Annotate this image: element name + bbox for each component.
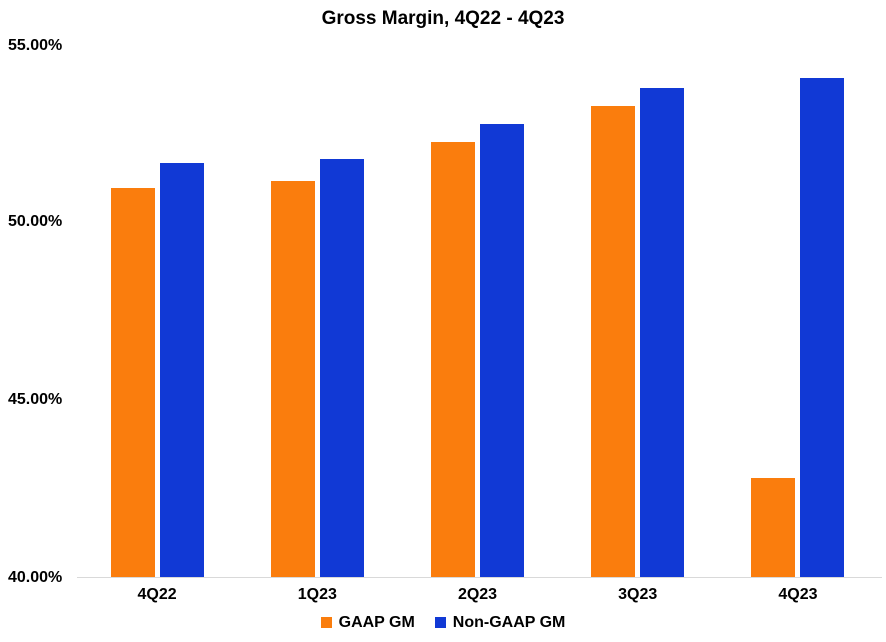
legend-label-gaap-gm: GAAP GM [338, 614, 415, 631]
y-axis-tick-55: 55.00% [8, 37, 63, 54]
bar-gaap-gm-1q23 [270, 180, 315, 577]
bar-gaap-gm-4q23 [751, 477, 796, 577]
x-axis-label-4q23: 4Q23 [778, 586, 818, 603]
bar-group-1q23 [237, 46, 397, 577]
bar-group-4q23 [718, 46, 878, 577]
bar-gaap-gm-3q23 [591, 106, 636, 577]
bar-non-gaap-gm-4q23 [800, 77, 845, 577]
bar-non-gaap-gm-4q22 [159, 162, 204, 577]
legend-item-non-gaap-gm: Non-GAAP GM [434, 613, 566, 632]
legend-item-gaap-gm: GAAP GM [320, 613, 415, 632]
bar-gaap-gm-4q22 [110, 187, 155, 577]
x-axis-label-2q23: 2Q23 [457, 586, 498, 603]
bar-group-2q23 [397, 46, 557, 577]
y-axis-tick-40: 40.00% [8, 569, 63, 586]
y-axis-tick-45: 45.00% [8, 391, 63, 408]
x-axis-label-1q23: 1Q23 [297, 586, 337, 603]
plot-area [77, 46, 878, 577]
x-axis-labels: 4Q22 1Q23 2Q23 3Q23 4Q23 [77, 585, 878, 604]
bar-group-3q23 [558, 46, 718, 577]
x-axis-line [77, 577, 882, 578]
x-axis-label-3q23: 3Q23 [618, 586, 658, 603]
legend-label-non-gaap-gm: Non-GAAP GM [452, 614, 566, 631]
non-gaap-gm-swatch-icon [434, 617, 446, 628]
bar-gaap-gm-2q23 [431, 141, 475, 577]
bar-non-gaap-gm-2q23 [480, 123, 524, 577]
chart-legend: GAAP GM Non-GAAP GM [0, 613, 886, 632]
y-axis-tick-50: 50.00% [8, 213, 63, 230]
chart-title: Gross Margin, 4Q22 - 4Q23 [321, 8, 565, 29]
bar-non-gaap-gm-3q23 [640, 88, 685, 577]
bar-non-gaap-gm-1q23 [319, 159, 364, 577]
x-axis-label-4q22: 4Q22 [137, 586, 177, 603]
bar-group-4q22 [77, 46, 237, 577]
gaap-gm-swatch-icon [320, 617, 332, 628]
